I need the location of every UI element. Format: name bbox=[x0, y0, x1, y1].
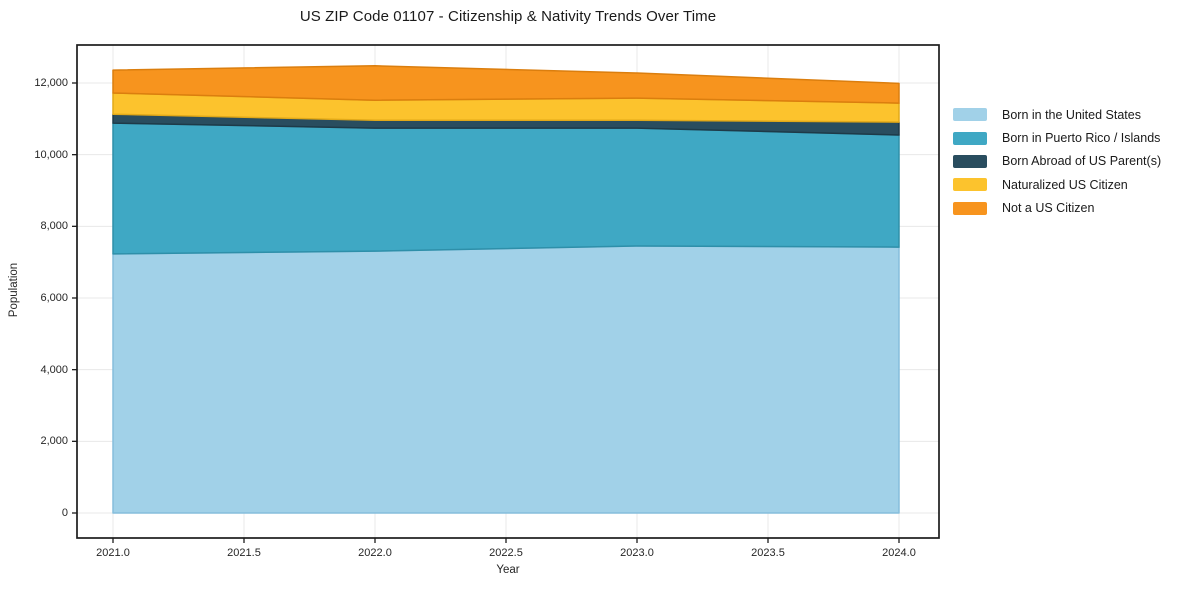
area-born-in-puerto-rico-islands bbox=[112, 122, 900, 255]
area-born-in-the-united-states bbox=[112, 245, 900, 514]
legend-item: Born Abroad of US Parent(s) bbox=[953, 150, 1161, 173]
legend-item: Born in Puerto Rico / Islands bbox=[953, 126, 1161, 149]
legend-swatch bbox=[953, 201, 987, 215]
y-tick-label: 4,000 bbox=[40, 363, 68, 376]
area-not-a-us-citizen bbox=[112, 65, 900, 104]
legend-item: Not a US Citizen bbox=[953, 197, 1161, 220]
x-tick-label: 2022.0 bbox=[358, 547, 392, 559]
legend-label: Born in Puerto Rico / Islands bbox=[1002, 131, 1161, 146]
plot-border bbox=[76, 44, 940, 539]
y-tick-label: 12,000 bbox=[34, 77, 68, 89]
x-tick-label: 2022.5 bbox=[489, 547, 523, 559]
y-tick-label: 0 bbox=[61, 507, 68, 519]
legend-item: Born in the United States bbox=[953, 103, 1161, 126]
y-tick-label: 8,000 bbox=[40, 220, 68, 233]
x-tick-label: 2021.5 bbox=[227, 547, 261, 559]
axis-ticks bbox=[72, 82, 900, 543]
chart-title: US ZIP Code 01107 - Citizenship & Nativi… bbox=[299, 8, 717, 25]
x-tick-label: 2024.0 bbox=[882, 547, 916, 559]
x-axis-label: Year bbox=[496, 564, 520, 576]
legend: Born in the United States Born in Puerto … bbox=[953, 103, 1162, 220]
legend-label: Not a US Citizen bbox=[1002, 201, 1095, 216]
legend-swatch bbox=[953, 154, 987, 168]
area-series bbox=[112, 65, 900, 514]
legend-label: Born Abroad of US Parent(s) bbox=[1002, 154, 1162, 169]
y-tick-label: 6,000 bbox=[40, 292, 68, 304]
legend-label: Naturalized US Citizen bbox=[1002, 177, 1128, 192]
x-tick-label: 2023.5 bbox=[751, 547, 785, 559]
legend-label: Born in the United States bbox=[1002, 107, 1141, 122]
plot-frame bbox=[76, 44, 940, 539]
x-tick-label: 2021.0 bbox=[96, 547, 130, 559]
legend-swatch bbox=[953, 108, 987, 122]
y-axis-label: Population bbox=[8, 262, 20, 318]
legend-swatch bbox=[953, 131, 987, 145]
legend-swatch bbox=[953, 178, 987, 192]
y-tick-label: 10,000 bbox=[34, 148, 68, 161]
y-tick-label: 2,000 bbox=[40, 435, 68, 448]
legend-item: Naturalized US Citizen bbox=[953, 173, 1161, 196]
x-tick-label: 2023.0 bbox=[620, 547, 654, 559]
